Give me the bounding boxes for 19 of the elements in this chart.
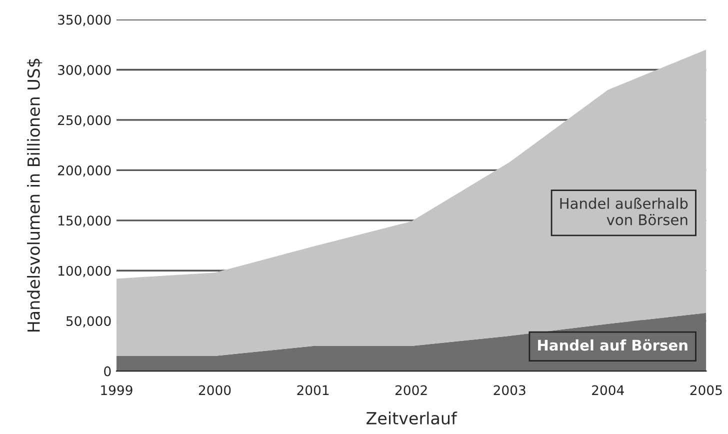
series-label: Handel außerhalb von Börsen [560, 198, 688, 226]
series-label: Handel auf Börsen [538, 339, 688, 351]
y-tick-label: 250,000 [58, 115, 111, 127]
x-tick-label: 2005 [690, 385, 722, 396]
x-tick-label: 2000 [198, 385, 231, 396]
x-tick-label: 1999 [101, 385, 132, 396]
y-tick-label: 0 [104, 366, 111, 376]
y-tick-label: 350,000 [58, 14, 111, 26]
x-tick-label: 2004 [592, 385, 624, 396]
x-tick-label: 2001 [297, 385, 329, 396]
y-tick-label: 100,000 [58, 266, 111, 278]
y-tick-label: 300,000 [58, 64, 111, 76]
y-axis-title: Handelsvolumen in Billionen US$ [27, 58, 42, 332]
x-tick-label: 2003 [494, 385, 526, 396]
x-tick-label: 2002 [395, 385, 427, 396]
y-tick-label: 50,000 [66, 316, 111, 328]
y-tick-label: 200,000 [58, 165, 111, 177]
x-axis-title: Zeitverlauf [366, 412, 458, 425]
y-tick-label: 150,000 [58, 216, 111, 227]
